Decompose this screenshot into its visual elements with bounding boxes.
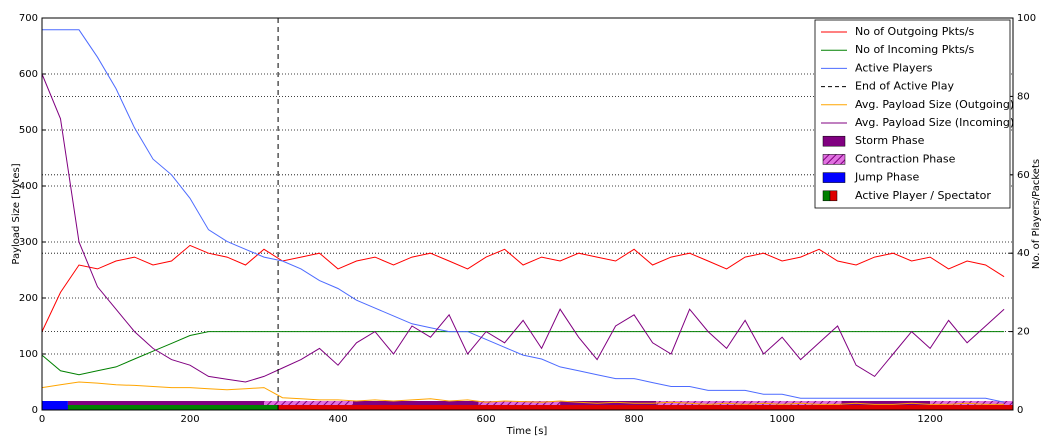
- contraction-phase: [656, 401, 842, 405]
- legend-swatch: [822, 135, 846, 147]
- player-phase: [42, 405, 279, 410]
- legend-swatch: [822, 190, 831, 202]
- y2-tick-label: 20: [1017, 327, 1030, 338]
- legend-label: No of Outgoing Pkts/s: [855, 25, 974, 38]
- y-tick-label: 100: [19, 349, 38, 360]
- y-tick-label: 200: [19, 293, 38, 304]
- contraction-phase: [478, 401, 561, 405]
- legend-label: Avg. Payload Size (Outgoing): [855, 98, 1014, 111]
- legend-label: Avg. Payload Size (Incoming): [855, 116, 1014, 129]
- y2-tick-label: 0: [1017, 405, 1023, 416]
- storm-phase: [67, 401, 265, 405]
- x-tick-label: 200: [180, 414, 199, 425]
- legend: No of Outgoing Pkts/s No of Incoming Pkts…: [814, 19, 1014, 209]
- x-tick-label: 400: [328, 414, 347, 425]
- jump-phase: [42, 401, 68, 410]
- legend-label: End of Active Play: [855, 80, 954, 93]
- contraction-phase: [930, 401, 1013, 405]
- series-line: [41, 381, 1005, 405]
- x-tick-label: 1000: [769, 414, 794, 425]
- y2-tick-label: 80: [1017, 91, 1030, 102]
- storm-phase: [841, 401, 931, 405]
- y-tick-label: 0: [32, 405, 38, 416]
- x-tick-label: 800: [625, 414, 644, 425]
- y2-tick-label: 100: [1017, 13, 1036, 24]
- legend-label: Contraction Phase: [855, 152, 956, 165]
- legend-label: Active Players: [855, 61, 933, 74]
- y2-tick-label: 60: [1017, 170, 1030, 181]
- series-line: [41, 73, 1005, 383]
- legend-label: No of Incoming Pkts/s: [855, 43, 975, 56]
- y-tick-label: 700: [19, 13, 38, 24]
- legend-swatch: [822, 172, 846, 183]
- storm-phase: [352, 401, 479, 405]
- y2-tick-label: 40: [1017, 248, 1030, 259]
- contraction-phase: [264, 401, 353, 405]
- player-phase: [278, 405, 1013, 410]
- y2-axis-label: No. of Players/Packets: [1031, 159, 1042, 269]
- x-tick-label: 0: [39, 414, 45, 425]
- y-tick-label: 300: [19, 237, 38, 248]
- series-line: [41, 244, 1005, 332]
- legend-label: Storm Phase: [855, 134, 925, 147]
- legend-box: [814, 19, 1011, 209]
- y-tick-label: 500: [19, 125, 38, 136]
- plot-frame: [41, 17, 1014, 411]
- y-axis-label: Payload Size [bytes]: [11, 163, 22, 264]
- x-tick-label: 1200: [917, 414, 942, 425]
- x-tick-label: 600: [477, 414, 496, 425]
- legend-swatch: [829, 190, 838, 202]
- legend-label: Jump Phase: [854, 171, 919, 184]
- legend-swatch: [822, 154, 846, 165]
- legend-label: Active Player / Spectator: [855, 189, 991, 202]
- y-tick-label: 600: [19, 69, 38, 80]
- series-line: [42, 29, 1005, 403]
- x-axis-label: Time [s]: [506, 426, 548, 437]
- series-line: [41, 331, 1005, 376]
- y-tick-label: 400: [19, 181, 38, 192]
